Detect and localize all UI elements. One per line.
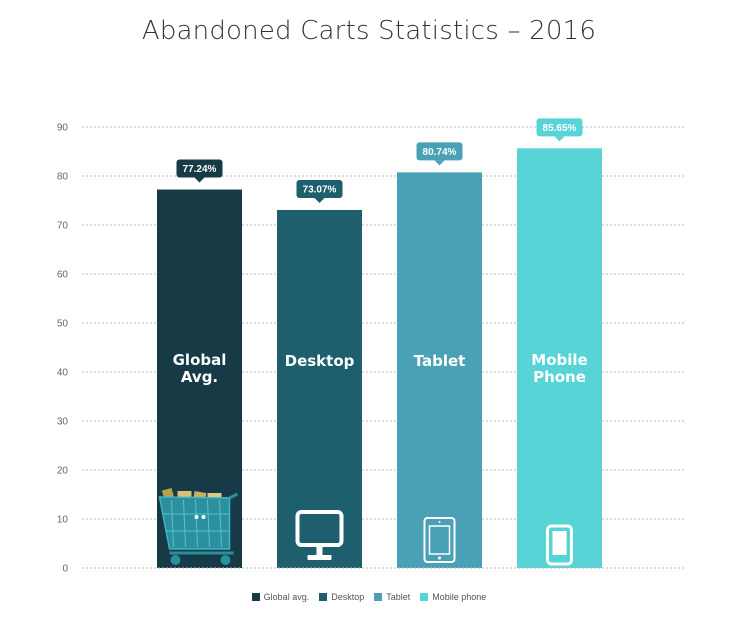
bar-category-label: Global xyxy=(173,351,227,369)
bar xyxy=(517,148,602,568)
data-label: 73.07% xyxy=(303,184,337,195)
bar xyxy=(277,209,362,568)
legend-item-mobile: Mobile phone xyxy=(420,592,486,602)
data-label-pointer xyxy=(194,177,205,183)
legend-label-global: Global avg. xyxy=(263,592,310,602)
y-tick-label: 90 xyxy=(57,123,69,134)
y-tick-label: 20 xyxy=(57,466,69,477)
bar-category-label: Phone xyxy=(533,368,586,386)
bar xyxy=(397,172,482,568)
y-tick-label: 40 xyxy=(57,368,69,379)
data-label: 80.74% xyxy=(423,147,457,158)
desktop-monitor-icon xyxy=(295,510,344,560)
bar-category-label: Tablet xyxy=(414,352,466,370)
bar-category-label: Avg. xyxy=(181,368,218,386)
data-label-pointer xyxy=(314,197,325,203)
shopping-cart-icon xyxy=(158,487,239,565)
legend-swatch-global xyxy=(251,593,260,601)
y-tick-label: 70 xyxy=(57,221,69,232)
bar-category-label: Desktop xyxy=(285,352,355,370)
bar-category-label: Mobile xyxy=(531,351,587,369)
data-label: 77.24% xyxy=(183,164,217,175)
legend-swatch-desktop xyxy=(319,593,328,601)
y-tick-label: 60 xyxy=(57,270,69,281)
data-label-bubble xyxy=(536,118,583,137)
chart-title: Abandoned Carts Statistics – 2016 xyxy=(141,16,597,46)
tablet-icon xyxy=(423,517,456,563)
legend-item-global: Global avg. xyxy=(251,592,310,602)
y-tick-label: 80 xyxy=(57,172,69,183)
data-label-pointer xyxy=(434,160,445,166)
legend-item-desktop: Desktop xyxy=(319,592,364,602)
y-tick-label: 30 xyxy=(57,417,69,428)
legend-item-tablet: Tablet xyxy=(374,592,410,602)
data-label-bubble xyxy=(416,142,463,161)
legend-label-tablet: Tablet xyxy=(386,592,411,602)
chart-legend: Global avg. Desktop Tablet Mobile phone xyxy=(0,592,738,602)
legend-label-mobile: Mobile phone xyxy=(432,592,487,602)
legend-label-desktop: Desktop xyxy=(331,592,365,602)
y-tick-label: 50 xyxy=(57,319,69,330)
legend-swatch-tablet xyxy=(374,593,383,601)
mobile-phone-icon xyxy=(546,524,573,566)
y-tick-label: 0 xyxy=(62,564,68,575)
data-label-bubble xyxy=(296,179,343,198)
data-label: 85.65% xyxy=(543,123,577,134)
data-label-bubble xyxy=(176,159,223,178)
y-tick-label: 10 xyxy=(57,515,69,526)
data-label-pointer xyxy=(554,136,565,142)
legend-swatch-mobile xyxy=(420,593,429,601)
